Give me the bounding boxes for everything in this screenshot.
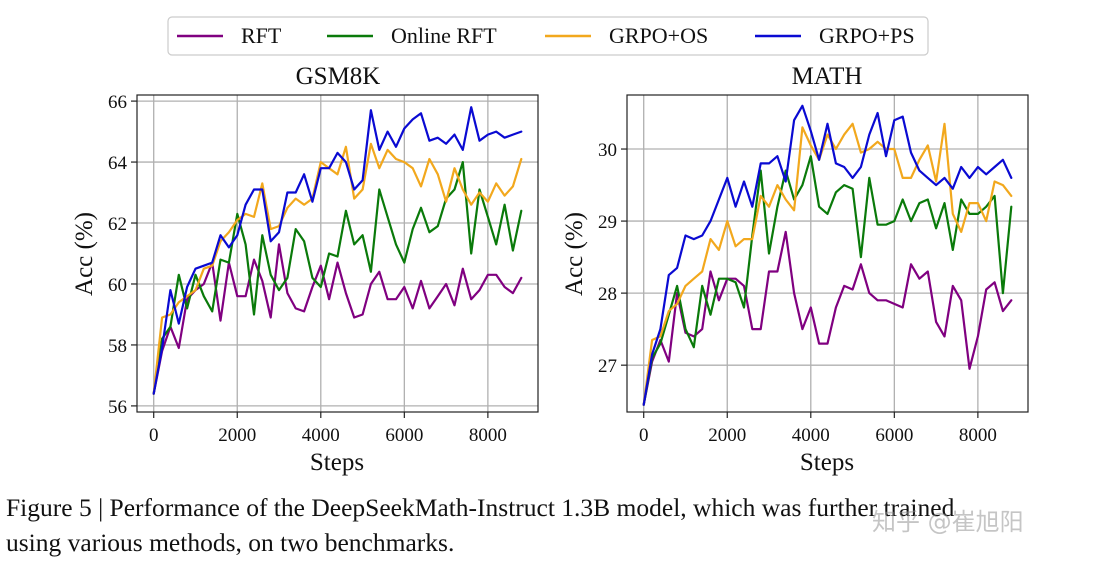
y-tick-label: 66 xyxy=(108,92,127,113)
y-axis-label: Acc (%) xyxy=(71,212,98,296)
y-tick-label: 30 xyxy=(598,140,617,161)
x-tick-label: 6000 xyxy=(385,425,423,446)
y-tick-label: 64 xyxy=(108,153,128,174)
series-line-rft xyxy=(642,230,1013,406)
x-axis-label: Steps xyxy=(310,449,364,476)
series-line-grpo-ps xyxy=(642,104,1013,406)
x-tick-label: 0 xyxy=(149,425,159,446)
chart-gsm8k: GSM8K 0 2000 4000 6000 8000 56 58 60 62 64 66 Step… xyxy=(71,63,539,476)
x-tick-label: 4000 xyxy=(302,425,340,446)
x-tick-label: 0 xyxy=(639,425,649,446)
chart-math: MATH 0 2000 4000 6000 8000 27 28 29 30 Steps Acc… xyxy=(561,63,1029,476)
y-tick-label: 60 xyxy=(108,275,127,296)
series-line-grpo-os xyxy=(152,142,523,395)
legend-label-rft: RFT xyxy=(241,23,282,48)
legend-label-online-rft: Online RFT xyxy=(391,23,497,48)
x-tick-label: 2000 xyxy=(218,425,256,446)
legend-label-grpo-ps: GRPO+PS xyxy=(819,23,915,48)
x-axis-label: Steps xyxy=(800,449,854,476)
axis-ticks: 0 2000 4000 6000 8000 56 58 60 62 64 66 xyxy=(108,92,507,446)
legend-label-grpo-os: GRPO+OS xyxy=(609,23,708,48)
y-axis-label: Acc (%) xyxy=(561,212,588,296)
plot-frame xyxy=(136,94,539,413)
y-tick-label: 56 xyxy=(108,397,127,418)
x-tick-label: 6000 xyxy=(875,425,913,446)
series-line-grpo-os xyxy=(642,122,1013,406)
series-line-online-rft xyxy=(642,155,1013,406)
figure-caption: Figure 5 | Performance of the DeepSeekMa… xyxy=(6,490,1096,560)
gridlines xyxy=(137,95,538,412)
series-line-online-rft xyxy=(152,161,523,395)
series-line-grpo-ps xyxy=(152,106,523,395)
y-tick-label: 29 xyxy=(598,212,617,233)
series-lines xyxy=(152,106,523,395)
axis-ticks: 0 2000 4000 6000 8000 27 28 29 30 xyxy=(598,140,997,446)
x-tick-label: 2000 xyxy=(708,425,746,446)
series-line-rft xyxy=(152,243,523,395)
x-tick-label: 8000 xyxy=(469,425,507,446)
caption-line-2: using various methods, on two benchmarks… xyxy=(6,528,455,557)
watermark: 知乎 @崔旭阳 xyxy=(872,508,1024,536)
caption-line-1: Figure 5 | Performance of the DeepSeekMa… xyxy=(6,493,955,522)
y-tick-label: 58 xyxy=(108,336,127,357)
x-tick-label: 8000 xyxy=(959,425,997,446)
y-tick-label: 27 xyxy=(598,356,617,377)
legend: RFT Online RFT GRPO+OS GRPO+PS xyxy=(167,16,929,56)
gridlines xyxy=(627,95,1028,412)
series-lines xyxy=(642,104,1013,406)
y-tick-label: 62 xyxy=(108,214,127,235)
y-tick-label: 28 xyxy=(598,284,617,305)
chart-title: GSM8K xyxy=(296,63,381,90)
figure: RFT Online RFT GRPO+OS GRPO+PS GSM8K 0 20… xyxy=(71,16,1029,476)
x-tick-label: 4000 xyxy=(792,425,830,446)
plot-frame xyxy=(626,94,1029,413)
chart-title: MATH xyxy=(792,63,863,90)
